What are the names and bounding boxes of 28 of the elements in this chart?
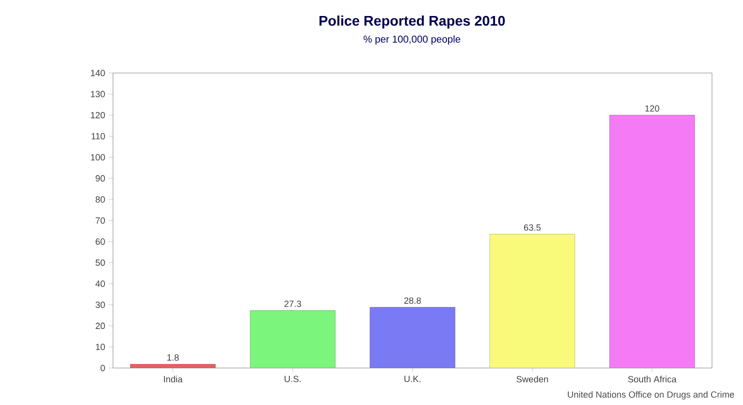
y-tick-label: 110 <box>92 133 105 140</box>
y-tick-label: 140 <box>90 70 105 76</box>
y-tick-label: 90 <box>96 175 105 182</box>
chart-subtitle: % per 100,000 people <box>364 35 460 45</box>
y-tick-label: 60 <box>96 238 105 245</box>
data-label: 120 <box>645 105 660 112</box>
data-label: 63.5 <box>524 224 541 231</box>
data-label: 1.8 <box>167 354 179 361</box>
y-tick-label: 120 <box>90 112 105 118</box>
y-tick-label: 40 <box>95 280 105 287</box>
y-tick-label: 80 <box>96 196 105 203</box>
y-tick-label: 30 <box>96 302 105 308</box>
x-tick-label: India <box>164 376 183 382</box>
x-tick-label: U.K. <box>404 376 420 382</box>
y-tick-label: 0 <box>100 364 105 372</box>
x-tick-label: Sweden <box>516 376 548 382</box>
x-tick-label: U.S. <box>284 376 301 382</box>
data-label: 28.8 <box>404 297 421 304</box>
y-tick-label: 70 <box>96 217 105 224</box>
y-tick-label: 10 <box>96 344 105 350</box>
y-tick-label: 100 <box>90 154 105 160</box>
y-tick-label: 20 <box>96 322 105 330</box>
data-label: 27.3 <box>284 300 302 307</box>
chart-title: Police Reported Rapes 2010 <box>320 15 505 28</box>
y-tick-label: 50 <box>96 259 105 266</box>
y-tick-label: 130 <box>90 90 105 98</box>
x-tick-label: South Africa <box>628 376 677 382</box>
text: United Nations Office on Drugs and Crime <box>568 391 734 400</box>
